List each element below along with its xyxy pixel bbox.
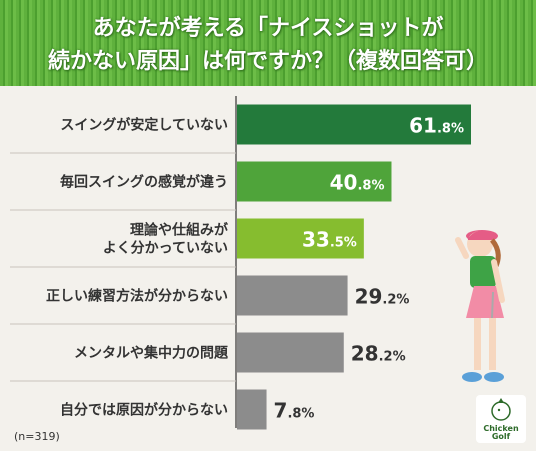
category-label: 正しい練習方法が分からない [46,288,228,305]
title-line-1: あなたが考える「ナイスショットが [92,16,444,41]
category-label: スイングが安定していない [60,117,228,134]
category-label: 自分では原因が分からない [60,402,228,419]
logo-text-2: Golf [491,432,511,441]
chicken-icon [491,398,511,421]
bar [237,275,348,316]
value-label: 29.2% [355,285,410,309]
bar [237,332,344,373]
value-label: 28.2% [351,342,406,366]
category-label: 毎回スイングの感覚が違う [60,174,228,191]
chart-area [0,86,536,451]
value-label: 61.8% [409,114,464,138]
bar [237,389,267,430]
logo-text-1: Chicken [483,424,519,433]
sample-size-note: (n=319) [14,430,60,443]
golfer-illustration [455,230,505,382]
bar [237,218,364,259]
value-label: 40.8% [330,171,385,195]
bar [237,161,392,202]
chicken-golf-logo: Chicken Golf [476,395,526,443]
chart-rows: スイングが安定していない 61.8% 毎回スイングの感覚が違う 40.8% 理論や仕組み… [10,96,471,430]
bar [237,104,471,145]
value-label: 33.5% [302,228,357,252]
category-label: 理論や仕組みがよく分かっていない [103,222,229,257]
title-banner: あなたが考える「ナイスショットが 続かない原因」は何ですか？（複数回答可） [0,0,536,86]
title-line-2: 続かない原因」は何ですか？（複数回答可） [47,49,488,74]
category-label: メンタルや集中力の問題 [74,345,229,362]
value-label: 7.8% [274,399,315,423]
